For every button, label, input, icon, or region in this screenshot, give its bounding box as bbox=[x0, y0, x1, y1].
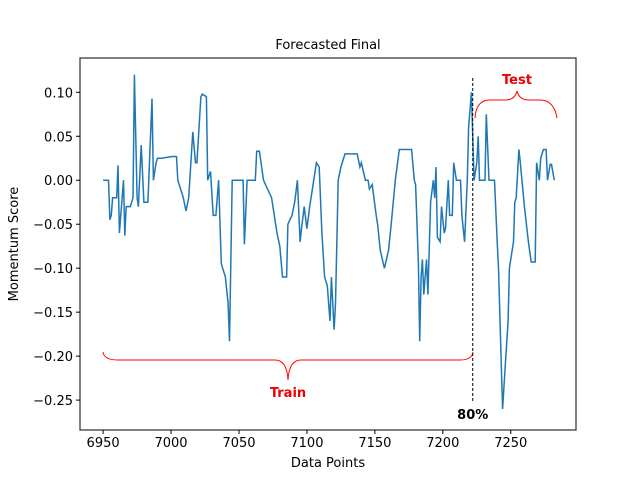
plot-frame bbox=[79, 57, 577, 431]
y-tick-label: −0.25 bbox=[33, 394, 73, 409]
x-tick-label: 7050 bbox=[222, 436, 255, 451]
y-tick-label: −0.20 bbox=[33, 350, 73, 365]
y-tick-label: 0.05 bbox=[44, 130, 73, 145]
y-tick-label: 0.10 bbox=[44, 86, 73, 101]
y-tick-label: −0.10 bbox=[33, 262, 73, 277]
x-tick-label: 7100 bbox=[290, 436, 323, 451]
train-brace bbox=[102, 351, 474, 381]
x-tick-label: 7250 bbox=[494, 436, 527, 451]
data-line bbox=[103, 74, 556, 409]
train-label: Train bbox=[270, 386, 306, 401]
y-tick-label: 0.00 bbox=[44, 174, 73, 189]
y-tick-label: −0.15 bbox=[33, 306, 73, 321]
x-axis-label: Data Points bbox=[291, 456, 365, 471]
x-tick-label: 7000 bbox=[154, 436, 187, 451]
y-axis-label: Momentum Score bbox=[7, 187, 22, 302]
chart-title: Forecasted Final bbox=[275, 38, 380, 53]
test-label: Test bbox=[502, 73, 532, 88]
x-tick-label: 7200 bbox=[426, 436, 459, 451]
y-tick-label: −0.05 bbox=[33, 218, 73, 233]
x-tick-label: 6950 bbox=[87, 436, 120, 451]
test-brace bbox=[474, 90, 558, 119]
x-tick-label: 7150 bbox=[358, 436, 391, 451]
split-label: 80% bbox=[457, 408, 488, 423]
